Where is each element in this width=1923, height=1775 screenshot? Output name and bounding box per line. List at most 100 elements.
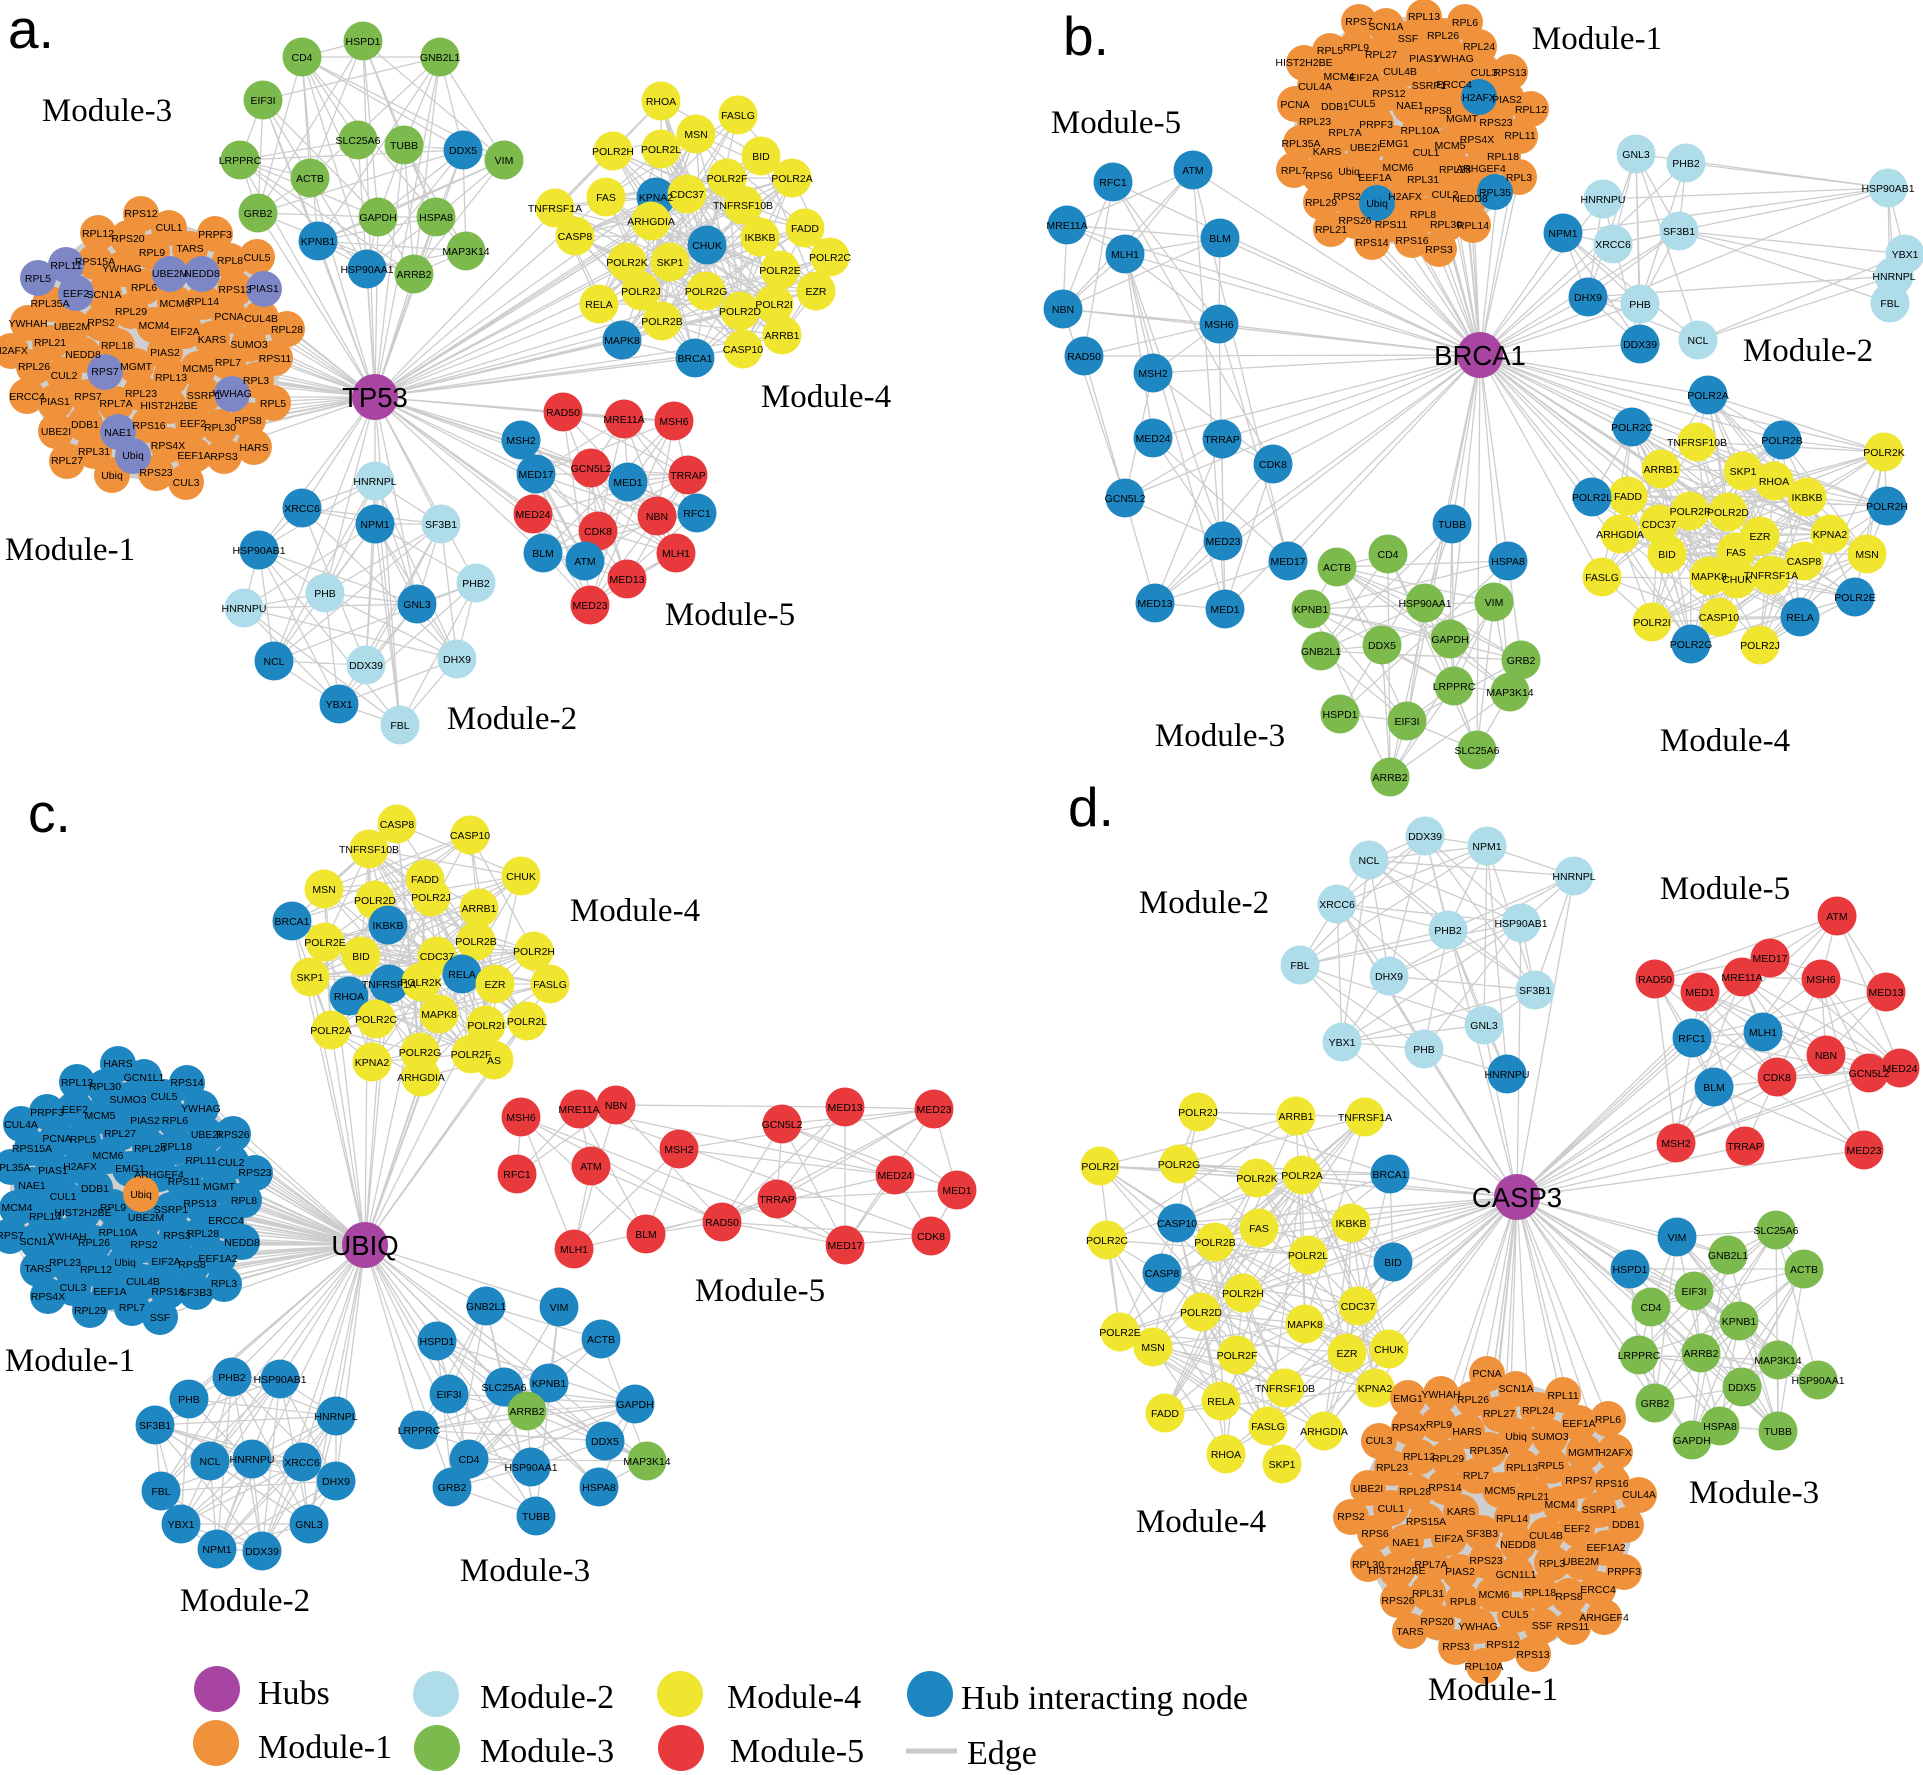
svg-text:RPL23: RPL23 [1299,116,1331,128]
svg-text:YWHAH: YWHAH [47,1231,86,1243]
svg-text:ARRB2: ARRB2 [1372,772,1407,784]
svg-text:EIF3I: EIF3I [250,95,275,107]
svg-text:RPL10A: RPL10A [98,1227,137,1239]
svg-text:SKP1: SKP1 [1730,466,1757,478]
svg-text:MSH6: MSH6 [1806,974,1835,986]
svg-text:SLC25A6: SLC25A6 [336,135,381,147]
svg-text:ARRB1: ARRB1 [461,903,496,915]
svg-text:Module-2: Module-2 [447,701,577,737]
svg-text:DDX5: DDX5 [591,1436,619,1448]
svg-text:GNB2L1: GNB2L1 [420,52,460,64]
svg-text:GAPDH: GAPDH [359,212,396,224]
svg-text:RPL6: RPL6 [131,282,157,294]
svg-text:NPM1: NPM1 [1472,841,1501,853]
svg-text:VIM: VIM [1668,1232,1687,1244]
svg-text:RFC1: RFC1 [1099,177,1127,189]
svg-text:HNRNPL: HNRNPL [1872,271,1915,283]
svg-text:RPL7A: RPL7A [99,398,132,410]
svg-text:Module-2: Module-2 [1139,885,1269,921]
svg-text:BID: BID [1384,1257,1402,1269]
svg-text:MED23: MED23 [1846,1145,1881,1157]
svg-text:POLR2A: POLR2A [771,173,812,185]
svg-text:RPL13: RPL13 [61,1077,93,1089]
svg-text:RPL26: RPL26 [78,1237,110,1249]
svg-text:RPS12: RPS12 [1372,88,1405,100]
svg-text:CUL1: CUL1 [1413,147,1440,159]
svg-text:EIF2A: EIF2A [1349,72,1378,84]
svg-text:CUL5: CUL5 [151,1091,178,1103]
svg-text:RELA: RELA [448,969,475,981]
svg-text:GAPDH: GAPDH [1673,1435,1710,1447]
svg-text:SSF: SSF [150,1312,170,1324]
svg-text:RFC1: RFC1 [503,1169,531,1181]
svg-text:GCN1L1: GCN1L1 [1496,1569,1537,1581]
svg-text:MSH2: MSH2 [1138,368,1167,380]
svg-text:POLR2J: POLR2J [1740,640,1780,652]
svg-text:c.: c. [28,782,71,844]
svg-text:IKBKB: IKBKB [745,232,776,244]
svg-text:POLR2E: POLR2E [1834,592,1875,604]
svg-text:HNRNPL: HNRNPL [1552,871,1595,883]
svg-text:TNFRSF10B: TNFRSF10B [339,844,399,856]
svg-text:RFC1: RFC1 [683,508,711,520]
svg-text:NEDD8: NEDD8 [65,349,101,361]
svg-text:POLR2I: POLR2I [1633,617,1670,629]
svg-text:RPS8: RPS8 [178,1259,206,1271]
svg-text:NPM1: NPM1 [360,519,389,531]
svg-text:Ubiq: Ubiq [1505,1431,1527,1443]
svg-text:RPS15A: RPS15A [75,256,115,268]
svg-text:RPL31: RPL31 [1412,1588,1444,1600]
svg-text:SCN1A: SCN1A [19,1236,54,1248]
svg-text:MSN: MSN [1855,549,1878,561]
svg-text:RPS26: RPS26 [1381,1595,1414,1607]
svg-text:MSH6: MSH6 [1204,319,1233,331]
svg-text:POLR2I: POLR2I [755,299,792,311]
svg-text:POLR2G: POLR2G [399,1047,442,1059]
svg-text:BLM: BLM [1703,1082,1725,1094]
svg-text:PCNA: PCNA [1472,1368,1501,1380]
svg-text:POLR2K: POLR2K [1863,447,1904,459]
svg-text:RPL13: RPL13 [155,372,187,384]
svg-text:RPL18: RPL18 [101,340,133,352]
svg-text:MED23: MED23 [916,1104,951,1116]
svg-text:RPL27: RPL27 [51,455,83,467]
svg-text:RPL9: RPL9 [139,247,165,259]
svg-text:RPS7: RPS7 [91,366,119,378]
svg-text:SLC25A6: SLC25A6 [482,1382,527,1394]
svg-text:SSRP1: SSRP1 [1412,80,1447,92]
svg-text:Module-4: Module-4 [727,1679,861,1716]
svg-text:LRPPRC: LRPPRC [219,155,262,167]
svg-text:RPL14: RPL14 [29,1211,61,1223]
svg-text:ERCC4: ERCC4 [208,1215,244,1227]
svg-text:Module-1: Module-1 [5,532,135,568]
svg-text:MAPK8: MAPK8 [421,1009,457,1021]
svg-text:RPL27: RPL27 [1483,1408,1515,1420]
svg-text:RHOA: RHOA [646,96,676,108]
svg-text:RHOA: RHOA [1211,1449,1241,1461]
svg-text:Ubiq: Ubiq [1366,198,1388,210]
svg-text:NCL: NCL [263,656,284,668]
svg-text:RFC1: RFC1 [1678,1033,1706,1045]
svg-text:LRPPRC: LRPPRC [398,1425,441,1437]
svg-text:RPS8: RPS8 [1555,1591,1583,1603]
svg-text:POLR2J: POLR2J [621,286,661,298]
svg-text:CHUK: CHUK [506,871,536,883]
svg-text:MAPK8: MAPK8 [1691,571,1727,583]
svg-text:POLR2I: POLR2I [1081,1161,1118,1173]
svg-text:MED24: MED24 [1882,1063,1917,1075]
svg-text:MLH1: MLH1 [1749,1027,1777,1039]
svg-text:NCL: NCL [1358,855,1379,867]
svg-text:EZR: EZR [1750,531,1771,543]
svg-text:MCM6: MCM6 [1479,1589,1510,1601]
svg-text:MED24: MED24 [515,509,550,521]
svg-text:RPL26: RPL26 [1457,1394,1489,1406]
svg-text:RPL14: RPL14 [187,296,219,308]
svg-text:RPL18: RPL18 [1487,151,1519,163]
svg-text:GCN5L2: GCN5L2 [1105,493,1146,505]
svg-text:POLR2C: POLR2C [355,1014,397,1026]
svg-text:RPL28: RPL28 [1399,1486,1431,1498]
svg-text:RPL18: RPL18 [1524,1587,1556,1599]
svg-text:PHB: PHB [1413,1044,1435,1056]
svg-text:RPL21: RPL21 [34,337,66,349]
svg-text:RPL7A: RPL7A [1414,1559,1447,1571]
